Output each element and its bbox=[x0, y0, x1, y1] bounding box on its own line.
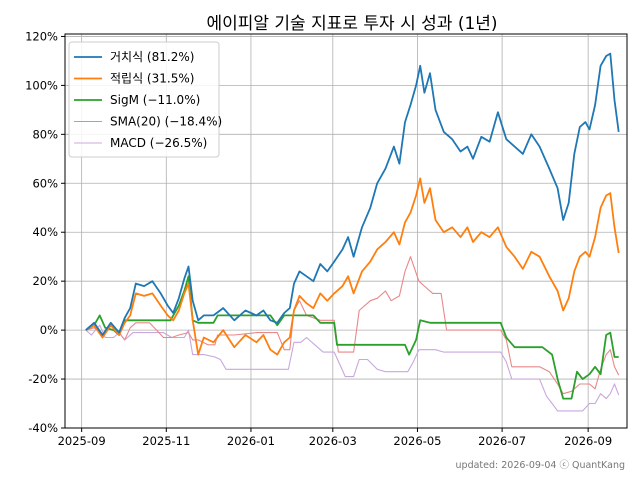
x-tick-label: 2026-09 bbox=[564, 434, 612, 448]
legend-label: SigM (−11.0%) bbox=[110, 93, 200, 107]
x-tick-label: 2025-11 bbox=[142, 434, 190, 448]
x-tick-label: 2026-01 bbox=[227, 434, 275, 448]
y-tick-label: 120% bbox=[25, 29, 58, 43]
axis-ticks: 2025-09 2025-11 2026-01 2026-03 2026-05 2026-… bbox=[25, 29, 612, 448]
legend: 거치식 (81.2%) 적립식 (31.5%) SigM (−11.0%) SMA(2… bbox=[68, 41, 222, 158]
series-line-5 bbox=[85, 324, 620, 412]
legend-label: 거치식 (81.2%) bbox=[110, 50, 194, 64]
footer-note: updated: 2026-09-04 ⓒ QuantKang bbox=[456, 460, 625, 471]
x-tick-label: 2026-05 bbox=[393, 434, 441, 448]
series-line-4 bbox=[85, 256, 620, 395]
series-lines bbox=[85, 52, 620, 412]
series-line-3 bbox=[85, 275, 619, 400]
y-tick-label: 20% bbox=[32, 274, 58, 288]
y-tick-label: 100% bbox=[25, 78, 58, 92]
legend-label: SMA(20) (−18.4%) bbox=[110, 115, 222, 129]
y-tick-label: 40% bbox=[32, 225, 58, 239]
legend-label: MACD (−26.5%) bbox=[110, 136, 207, 150]
series-line-2 bbox=[85, 177, 620, 356]
y-tick-label: 0% bbox=[40, 323, 58, 337]
x-tick-label: 2025-09 bbox=[58, 434, 106, 448]
x-tick-label: 2026-03 bbox=[309, 434, 357, 448]
chart-title: 에이피알 기술 지표로 투자 시 성과 (1년) bbox=[206, 14, 497, 34]
y-tick-label: 80% bbox=[32, 127, 58, 141]
y-tick-label: -20% bbox=[28, 372, 58, 386]
y-tick-label: 60% bbox=[32, 176, 58, 190]
y-tick-label: -40% bbox=[28, 421, 58, 435]
x-tick-label: 2026-07 bbox=[478, 434, 526, 448]
legend-label: 적립식 (31.5%) bbox=[110, 72, 194, 86]
legend-box bbox=[68, 41, 220, 158]
plot-frame bbox=[64, 33, 628, 429]
grid-lines bbox=[65, 34, 627, 429]
series-line-1 bbox=[85, 52, 620, 336]
